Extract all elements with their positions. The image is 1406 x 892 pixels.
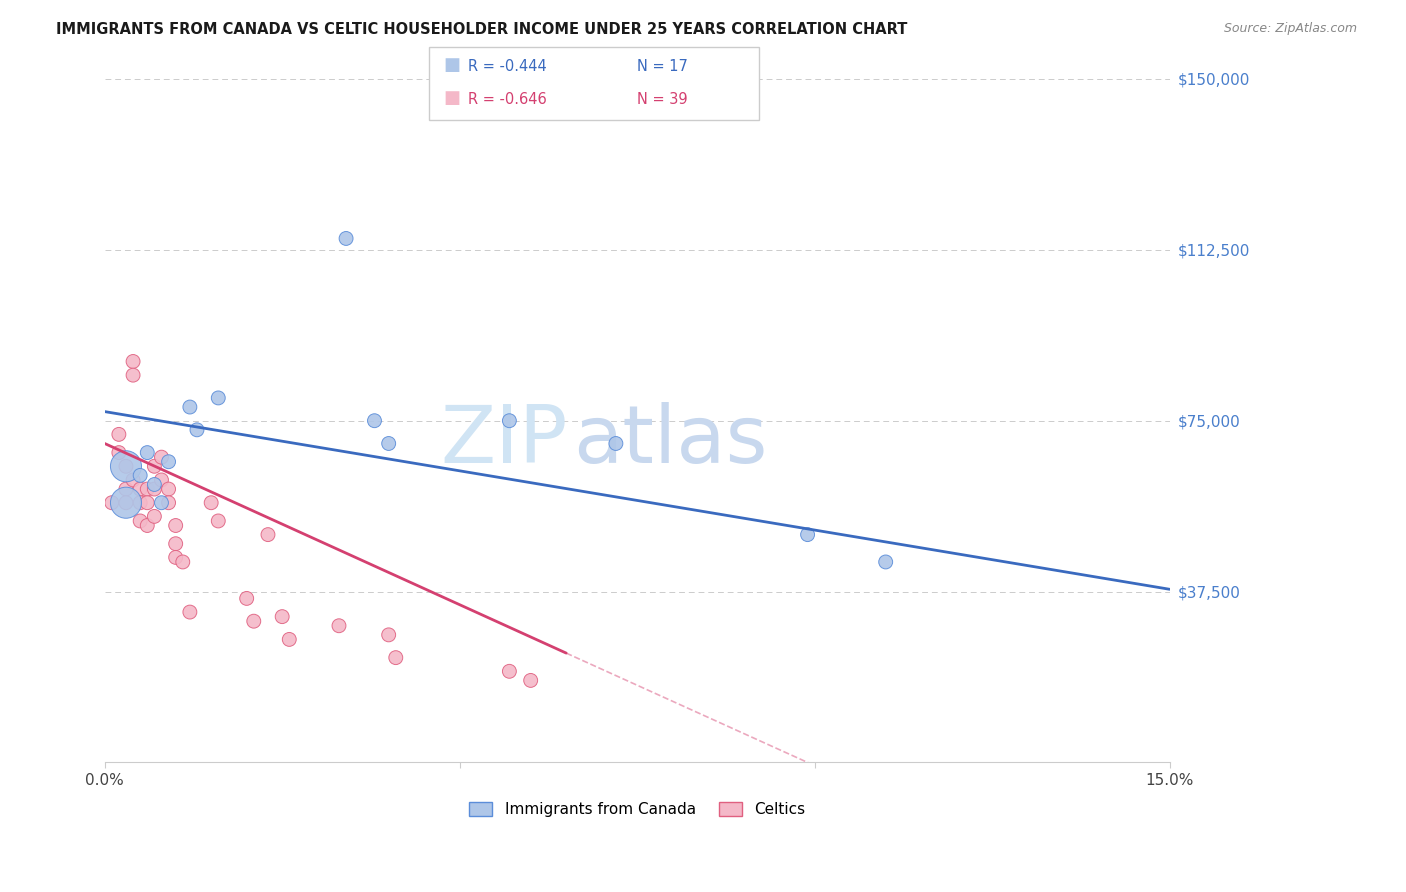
Point — [143, 459, 166, 474]
Point — [143, 509, 166, 524]
Point — [129, 468, 152, 483]
Point — [157, 455, 180, 469]
Point — [235, 591, 257, 606]
Point — [157, 482, 180, 496]
Point — [129, 496, 152, 510]
Point — [498, 414, 520, 428]
Point — [165, 550, 187, 565]
Point — [207, 514, 229, 528]
Point — [377, 628, 399, 642]
Point — [519, 673, 541, 688]
Text: N = 17: N = 17 — [637, 59, 688, 74]
Point — [498, 665, 520, 679]
Point — [136, 482, 159, 496]
Point — [143, 482, 166, 496]
Point — [384, 650, 406, 665]
Point — [115, 459, 138, 474]
Point — [179, 400, 201, 414]
Point — [115, 482, 138, 496]
Point — [179, 605, 201, 619]
Point — [136, 518, 159, 533]
Point — [377, 436, 399, 450]
Text: R = -0.444: R = -0.444 — [468, 59, 547, 74]
Point — [875, 555, 897, 569]
Text: ■: ■ — [443, 89, 460, 107]
Point — [136, 496, 159, 510]
Point — [200, 496, 222, 510]
Point — [796, 527, 818, 541]
Point — [271, 609, 294, 624]
Point — [108, 445, 131, 459]
Legend: Immigrants from Canada, Celtics: Immigrants from Canada, Celtics — [464, 796, 811, 823]
Point — [186, 423, 208, 437]
Text: atlas: atlas — [574, 402, 768, 480]
Text: R = -0.646: R = -0.646 — [468, 92, 547, 107]
Point — [363, 414, 385, 428]
Point — [172, 555, 194, 569]
Point — [328, 619, 350, 633]
Point — [278, 632, 301, 647]
Point — [108, 427, 131, 442]
Point — [165, 537, 187, 551]
Point — [157, 496, 180, 510]
Point — [115, 496, 138, 510]
Text: N = 39: N = 39 — [637, 92, 688, 107]
Point — [242, 614, 264, 628]
Point — [165, 518, 187, 533]
Point — [115, 459, 138, 474]
Point — [129, 482, 152, 496]
Point — [122, 473, 145, 487]
Point — [100, 496, 122, 510]
Point — [122, 354, 145, 368]
Point — [150, 450, 173, 465]
Point — [150, 496, 173, 510]
Point — [122, 368, 145, 383]
Point — [257, 527, 280, 541]
Text: Source: ZipAtlas.com: Source: ZipAtlas.com — [1223, 22, 1357, 36]
Point — [143, 477, 166, 491]
Point — [150, 473, 173, 487]
Point — [605, 436, 627, 450]
Point — [335, 231, 357, 245]
Point — [136, 445, 159, 459]
Text: ■: ■ — [443, 55, 460, 74]
Text: IMMIGRANTS FROM CANADA VS CELTIC HOUSEHOLDER INCOME UNDER 25 YEARS CORRELATION C: IMMIGRANTS FROM CANADA VS CELTIC HOUSEHO… — [56, 22, 908, 37]
Point — [129, 514, 152, 528]
Text: ZIP: ZIP — [440, 402, 568, 480]
Point — [207, 391, 229, 405]
Point — [115, 496, 138, 510]
